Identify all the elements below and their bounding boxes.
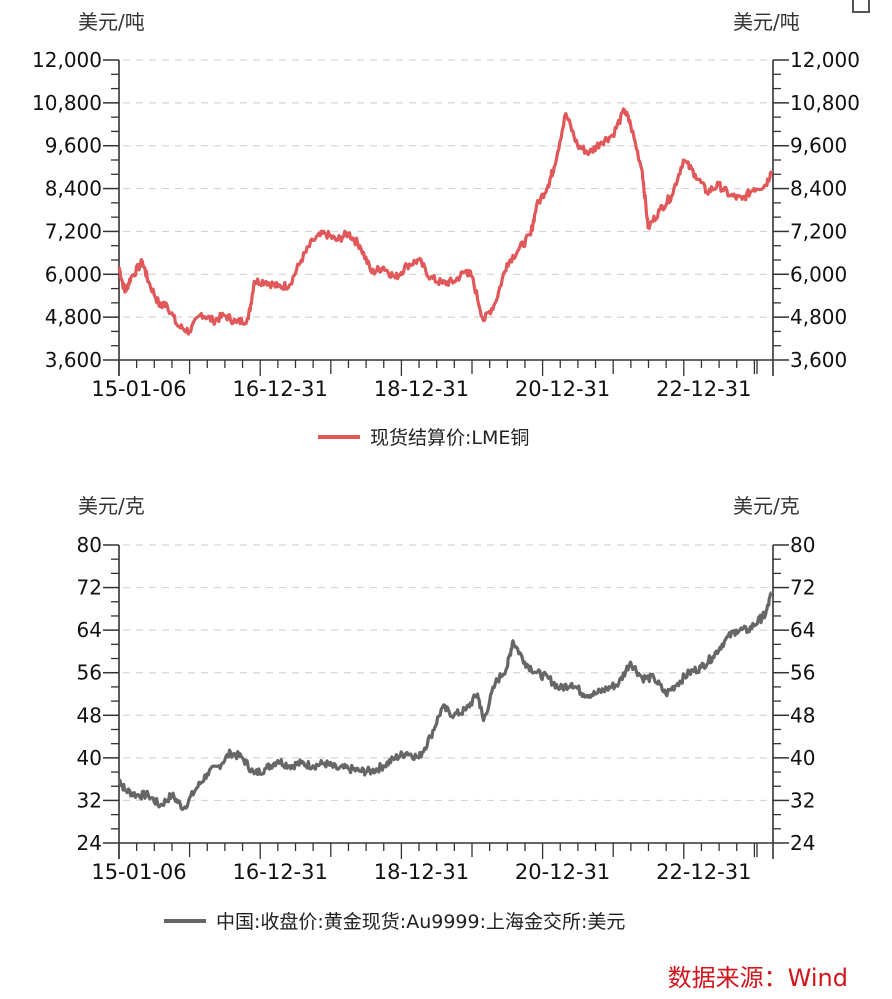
y-tick-label-right: 72 (790, 576, 815, 600)
copper-legend: 现货结算价:LME铜 (318, 423, 529, 450)
y-tick-label-left: 48 (77, 703, 102, 727)
x-tick-label: 22-12-31 (656, 377, 751, 400)
y-tick-label-left: 8,400 (45, 177, 102, 201)
copper-left-unit: 美元/吨 (78, 10, 145, 34)
y-tick-label-left: 72 (77, 576, 102, 600)
y-tick-label-left: 12,000 (32, 48, 102, 72)
gold-left-unit: 美元/克 (78, 494, 145, 518)
y-tick-label-left: 3,600 (45, 348, 102, 372)
y-tick-label-right: 56 (790, 661, 815, 685)
y-tick-label-right: 24 (790, 831, 815, 855)
x-tick-label: 15-01-06 (91, 860, 186, 884)
series-line (117, 591, 773, 812)
y-tick-label-left: 10,800 (32, 91, 102, 115)
gold-chart: 80 80 72 72 64 64 56 56 48 48 40 40 32 32 24 24 15-01-06… (77, 533, 816, 884)
x-tick-label: 16-12-31 (233, 377, 328, 400)
y-tick-label-right: 32 (790, 788, 815, 812)
x-tick-label: 15-01-06 (91, 377, 186, 400)
y-tick-label-left: 32 (77, 788, 102, 812)
y-tick-label-right: 9,600 (790, 134, 847, 158)
y-tick-label-right: 80 (790, 533, 815, 557)
x-tick-label: 16-12-31 (233, 860, 328, 884)
y-tick-label-right: 40 (790, 746, 815, 770)
copper-legend-swatch (318, 434, 360, 439)
y-tick-label-left: 4,800 (45, 305, 102, 329)
restore-window-icon[interactable] (852, 0, 870, 13)
y-tick-label-left: 80 (77, 533, 102, 557)
y-tick-label-right: 48 (790, 703, 815, 727)
gold-legend-label: 中国:收盘价:黄金现货:Au9999:上海金交所:美元 (216, 911, 626, 933)
y-tick-label-right: 8,400 (790, 177, 847, 201)
y-tick-label-right: 3,600 (790, 348, 847, 372)
y-tick-label-left: 56 (77, 661, 102, 685)
series-line (117, 107, 774, 336)
x-tick-label: 20-12-31 (515, 377, 610, 400)
x-tick-label: 18-12-31 (374, 860, 469, 884)
y-tick-label-left: 64 (77, 618, 102, 642)
x-tick-label: 18-12-31 (374, 377, 469, 400)
gold-legend: 中国:收盘价:黄金现货:Au9999:上海金交所:美元 (164, 907, 625, 934)
y-tick-label-left: 24 (77, 831, 102, 855)
y-tick-label-right: 6,000 (790, 262, 847, 286)
y-tick-label-left: 40 (77, 746, 102, 770)
y-tick-label-right: 64 (790, 618, 815, 642)
y-tick-label-right: 4,800 (790, 305, 847, 329)
x-tick-label: 22-12-31 (656, 860, 751, 884)
y-tick-label-left: 9,600 (45, 134, 102, 158)
copper-right-unit: 美元/吨 (733, 10, 800, 34)
copper-chart: 12,000 12,000 10,800 10,800 9,600 9,600 8,400 8… (32, 48, 860, 400)
x-tick-label: 20-12-31 (515, 860, 610, 884)
copper-legend-label: 现货结算价:LME铜 (370, 427, 530, 449)
y-tick-label-left: 7,200 (45, 219, 102, 243)
y-tick-label-right: 7,200 (790, 219, 847, 243)
y-tick-label-right: 10,800 (790, 91, 860, 115)
y-tick-label-left: 6,000 (45, 262, 102, 286)
gold-legend-swatch (164, 918, 206, 923)
data-source-note: 数据来源：Wind (667, 964, 848, 992)
gold-right-unit: 美元/克 (733, 494, 800, 518)
y-tick-label-right: 12,000 (790, 48, 860, 72)
